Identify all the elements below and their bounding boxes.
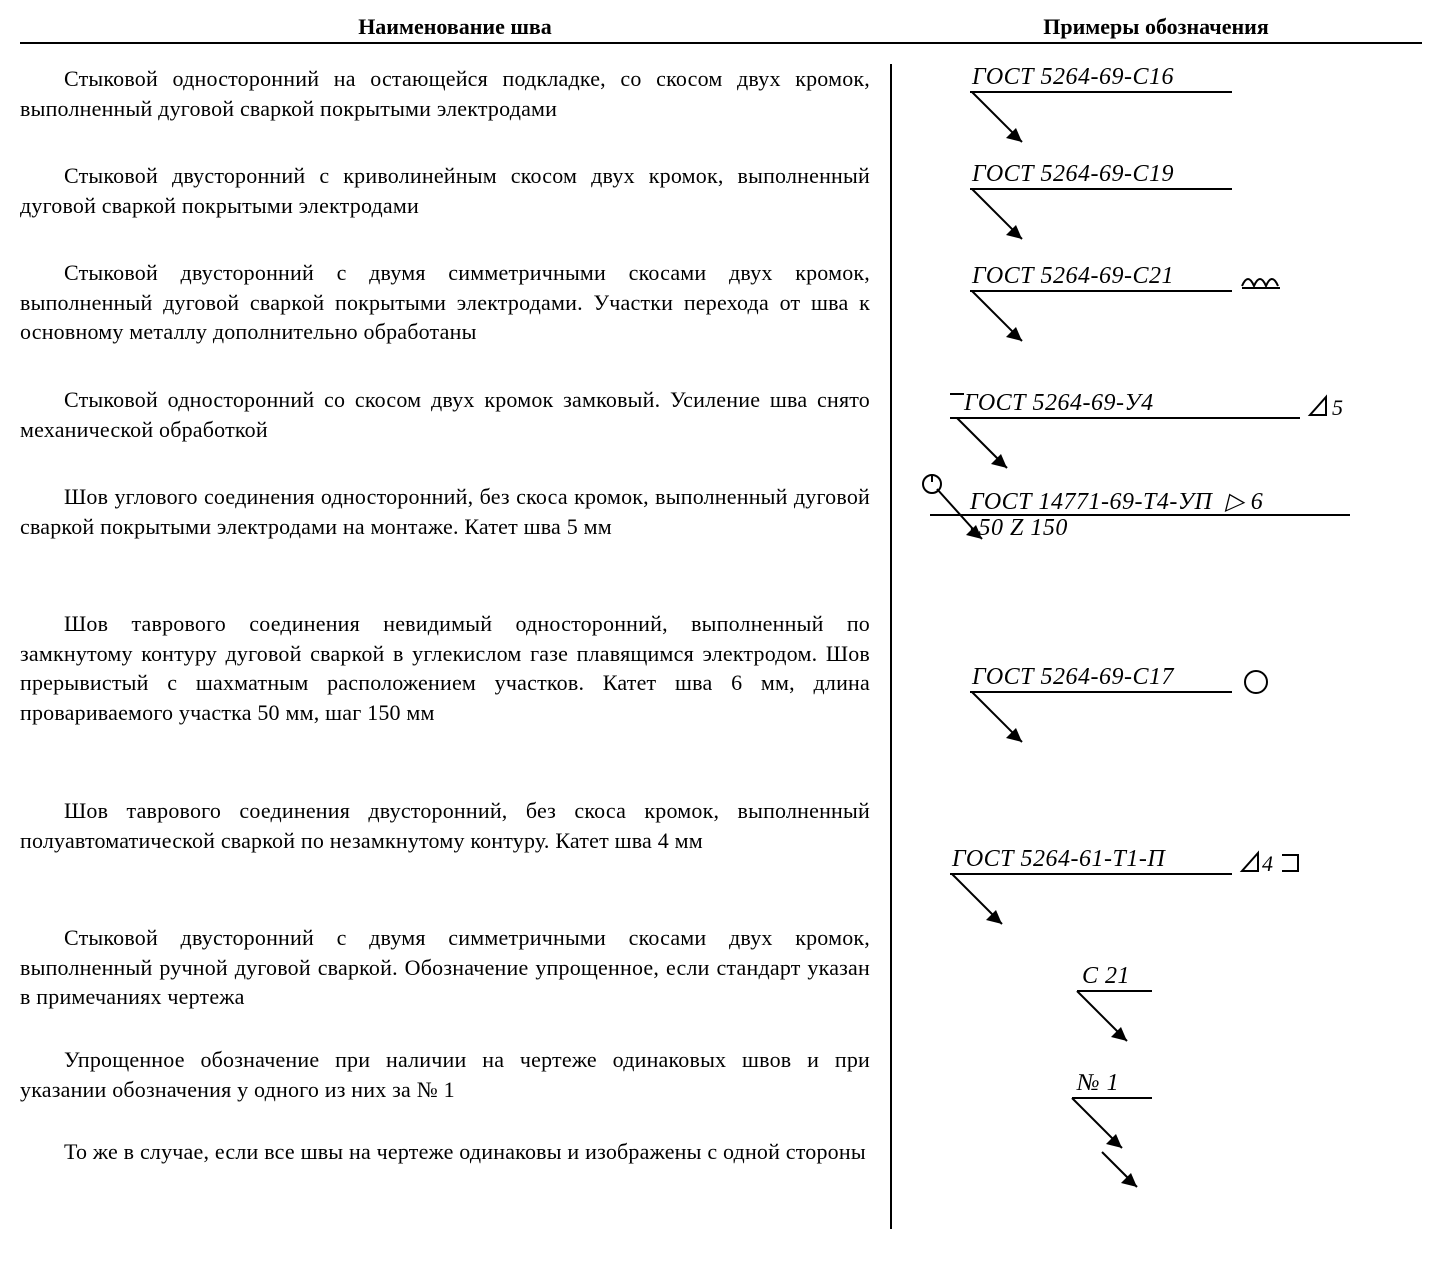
weld-symbol-block: [922, 1147, 1422, 1229]
content-area: Стыковой односторонний на остающейся под…: [20, 64, 1422, 1229]
weld-extra-symbol: [1242, 669, 1332, 699]
pre-tick: [950, 393, 964, 395]
weld-description: Стыковой односторонний на остающейся под…: [20, 64, 870, 139]
weld-leader-symbol: [967, 291, 1087, 361]
header-right: Примеры обозначения: [890, 14, 1422, 40]
weld-leader-symbol: [1072, 1152, 1192, 1222]
weld-leader-symbol: [952, 418, 1072, 488]
gost-designation: ГОСТ 5264-69-С19: [972, 161, 1174, 188]
weld-extra-symbol: 5: [1310, 395, 1400, 425]
descriptions-column: Стыковой односторонний на остающейся под…: [20, 64, 890, 1229]
weld-description: Упрощенное обозначение при наличии на че…: [20, 1045, 870, 1115]
header-left: Наименование шва: [20, 14, 890, 40]
weld-symbol-block: ГОСТ 5264-69-С21: [922, 263, 1422, 390]
weld-symbol-block: ГОСТ 5264-69-С16: [922, 64, 1422, 161]
weld-leader-symbol: [967, 189, 1087, 259]
weld-description: Стыковой двусторонний с двумя симметричн…: [20, 258, 870, 363]
weld-symbol-block: ГОСТ 5264-61-Т1-П 4: [922, 846, 1422, 973]
table-header-row: Наименование шва Примеры обозначения: [20, 0, 1422, 40]
svg-text:5: 5: [1332, 395, 1343, 420]
weld-description: Стыковой двусторонний с криволинейным ск…: [20, 161, 870, 236]
gost-designation: ГОСТ 5264-69-С21: [972, 263, 1174, 290]
weld-description: Шов таврового соединения невидимый однос…: [20, 609, 870, 774]
header-rule: [20, 42, 1422, 44]
weld-leader-symbol: [1072, 991, 1192, 1061]
weld-extra-symbol: 4: [1242, 851, 1332, 881]
gost-designation: ГОСТ 5264-69-У4: [964, 390, 1154, 417]
weld-symbol-block: С 21: [922, 963, 1422, 1085]
weld-description: Шов углового соединения односторонний, б…: [20, 482, 870, 587]
gost-designation: № 1: [1077, 1070, 1119, 1097]
gost-designation: С 21: [1082, 963, 1130, 990]
weld-description: Стыковой односторонний со скосом двух кр…: [20, 385, 870, 460]
weld-symbol-block: ГОСТ 5264-69-С19: [922, 161, 1422, 258]
weld-description: Шов таврового соединения двусторонний, б…: [20, 796, 870, 901]
symbols-column: ГОСТ 5264-69-С16 ГОСТ 5264-69-С19 ГОСТ 526…: [890, 64, 1422, 1229]
weld-symbol-block: ГОСТ 5264-69-С17: [922, 664, 1422, 851]
weld-description: То же в случае, если все швы на чертеже …: [20, 1137, 870, 1197]
svg-text:4: 4: [1262, 851, 1273, 876]
page-root: Наименование шва Примеры обозначения Сты…: [0, 0, 1442, 1269]
weld-leader-symbol: [967, 692, 1087, 762]
weld-leader-symbol: [947, 874, 1067, 944]
gost-designation: ГОСТ 5264-61-Т1-П: [952, 846, 1165, 873]
weld-symbol-block: ГОСТ 5264-69-У4 5: [922, 390, 1422, 487]
weld-extra-symbol: [1242, 268, 1332, 298]
gost-designation: ГОСТ 5264-69-С17: [972, 664, 1174, 691]
weld-symbol-block: ГОСТ 14771-69-Т4-УП ▷ 6-50 Z 150: [922, 482, 1422, 609]
weld-leader-symbol: [967, 92, 1087, 162]
weld-leader-symbol: [927, 484, 1047, 554]
gost-designation: ГОСТ 5264-69-С16: [972, 64, 1174, 91]
weld-description: Стыковой двусторонний с двумя симметричн…: [20, 923, 870, 1023]
